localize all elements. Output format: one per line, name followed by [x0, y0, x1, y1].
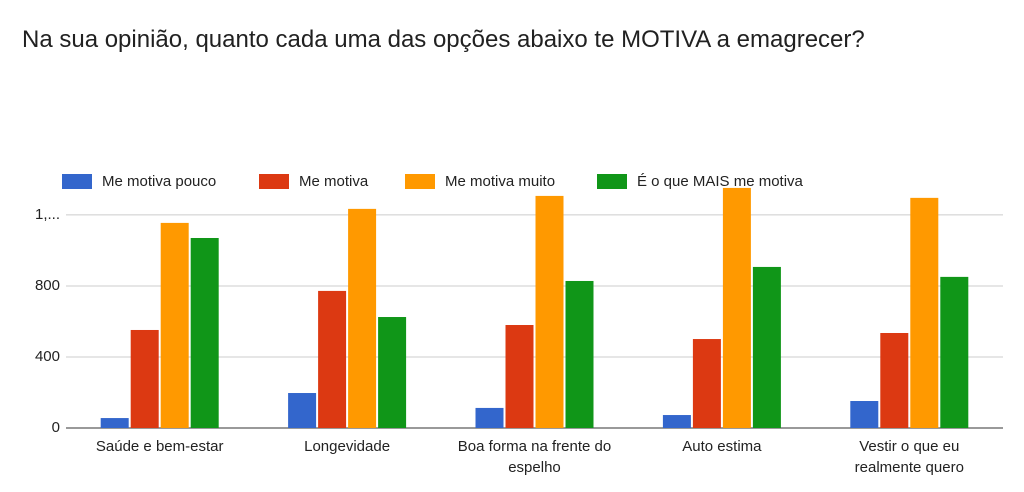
- bar: [130, 329, 159, 428]
- bar: [378, 317, 407, 428]
- legend-swatch: [597, 174, 627, 189]
- bar: [565, 280, 594, 428]
- bar: [722, 187, 751, 428]
- bar: [318, 290, 347, 428]
- bar: [160, 222, 189, 428]
- bar: [752, 266, 781, 428]
- bar: [190, 237, 219, 428]
- bar: [910, 197, 939, 428]
- legend-label: Me motiva: [299, 173, 369, 190]
- x-tick-label: Vestir o que eu realmente quero: [854, 438, 964, 476]
- legend-swatch: [62, 174, 92, 189]
- x-tick-label: Saúde e bem-estar: [95, 438, 224, 455]
- chart-title: Na sua opinião, quanto cada uma das opçõ…: [22, 26, 865, 53]
- x-tick-label: Boa forma na frente do espelho: [457, 438, 612, 476]
- y-tick-label: 400: [35, 348, 60, 365]
- legend-label: Me motiva muito: [445, 173, 555, 190]
- bar: [348, 208, 377, 428]
- legend-label: Me motiva pouco: [102, 173, 216, 190]
- bar: [535, 195, 564, 428]
- y-tick-label: 1,...: [35, 206, 60, 223]
- legend-label: É o que MAIS me motiva: [637, 173, 804, 190]
- y-tick-label: 800: [35, 277, 60, 294]
- bar: [880, 332, 909, 428]
- bar: [692, 339, 721, 428]
- bar: [505, 325, 534, 428]
- bar: [475, 407, 504, 428]
- bar: [100, 418, 129, 428]
- bar: [288, 393, 317, 428]
- y-tick-label: 0: [52, 419, 60, 436]
- bar: [850, 401, 879, 428]
- legend-swatch: [405, 174, 435, 189]
- bar: [662, 415, 691, 428]
- bar: [940, 276, 969, 428]
- x-tick-label: Auto estima: [682, 438, 762, 455]
- legend-swatch: [259, 174, 289, 189]
- x-tick-label: Longevidade: [304, 438, 391, 455]
